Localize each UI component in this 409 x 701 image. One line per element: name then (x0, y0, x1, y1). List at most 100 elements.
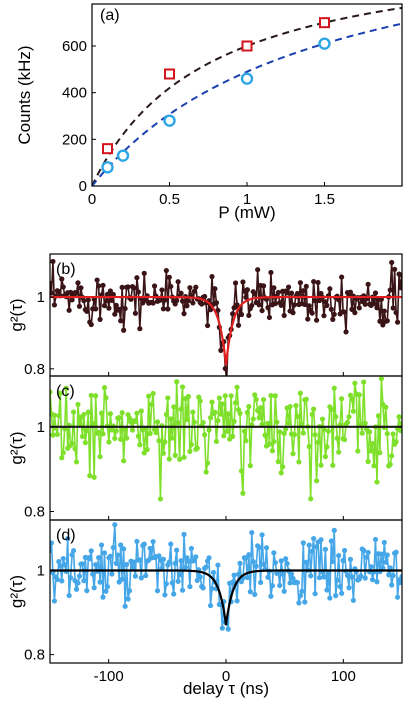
panel-d-data-point (101, 550, 108, 556)
panel-b-data-point (101, 303, 108, 309)
panel-d-data-point (56, 559, 62, 565)
panel-c-data-point (272, 393, 278, 399)
panel-d-data-point (252, 591, 258, 598)
panel-b-data-point (76, 303, 83, 309)
panel-c-data-point (200, 420, 206, 426)
panel-d-data-point (327, 595, 333, 601)
panel-c-data-point (387, 461, 393, 467)
panel-b-data-point (305, 316, 311, 322)
panel-c-data-point (197, 398, 203, 404)
panel-b-data-point (187, 285, 193, 291)
panel-b-data-point (271, 285, 277, 291)
panel-b-data-point (157, 297, 164, 303)
panel-b-data-point (50, 280, 53, 286)
panel-c-data-point (63, 385, 69, 391)
panel-b-data-point (399, 272, 402, 278)
panel-d-data-point (272, 560, 278, 566)
panel-d-data-point (260, 561, 267, 567)
panel-c-data-point (361, 379, 367, 385)
panel-d-data-point (76, 573, 83, 579)
panel-b-data-point (135, 289, 141, 295)
panel-b-data-point (284, 290, 290, 296)
panel-c-data-point (175, 420, 181, 426)
panel-d-data-point (313, 544, 320, 550)
panel-a-ytick-label: 400 (62, 85, 87, 102)
panel-b-data-point (60, 284, 66, 290)
panel-d-data-point (325, 571, 331, 577)
panel-d-data-point (231, 572, 237, 578)
panel-b-fit-line (50, 295, 402, 366)
panel-c-data-point (275, 459, 281, 465)
panel-c-data-point (121, 458, 127, 464)
panel-d-data-point (178, 558, 184, 564)
panel-b-data-point (327, 286, 333, 292)
panel-c-data-point (174, 379, 180, 385)
panel-c-data-point (129, 427, 136, 433)
panel-d-data-point (302, 599, 308, 605)
panel-d-data-point (96, 555, 102, 561)
panel-c-data-point (126, 415, 133, 421)
panel-b-data-point (387, 287, 393, 293)
panel-d-data-point (123, 561, 130, 568)
panel-b-data-point (232, 280, 239, 286)
panel-b-data-point (162, 297, 168, 303)
panel-b-data-point (235, 322, 242, 328)
panel-a-label: (a) (100, 7, 120, 24)
panel-c-data-point (231, 418, 237, 424)
panel-c-data-point (181, 454, 187, 460)
panel-c-data-point (296, 459, 302, 465)
panel-b-data-point (118, 318, 124, 324)
panel-d-data-point (299, 588, 305, 594)
panel-c-data-point (222, 393, 228, 399)
panel-c-data-point (319, 416, 326, 422)
panel-b-data-point (259, 307, 265, 314)
panel-c-data-point (328, 406, 334, 413)
panel-c-data-point (374, 479, 380, 485)
panel-b-data-point (272, 300, 278, 307)
panel-c-data-point (271, 439, 277, 445)
panel-c-data-point (204, 460, 211, 466)
panel-d-data-point (284, 560, 290, 567)
panel-c-data-point (98, 410, 105, 416)
panel-d-data-point (126, 588, 133, 594)
panel-d-data-point (91, 585, 97, 591)
panel-d-data-point (50, 547, 53, 554)
panel-b-data-point (168, 283, 174, 290)
panel-c-data-point (383, 404, 389, 410)
panel-b-data-point (179, 298, 186, 304)
panel-d-data-point (278, 558, 284, 564)
panel-c-y-axis-label: g²(τ) (7, 431, 26, 464)
panel-d-data-point (374, 579, 380, 585)
panel-c-data-point (341, 436, 348, 443)
panel-d-data-point (209, 585, 215, 592)
panel-c-data-point (146, 393, 152, 399)
panel-d-data-point (73, 586, 80, 592)
panel-c-data-point (50, 389, 53, 395)
panel-d-data-point (110, 544, 116, 551)
panel-d-data-point (300, 540, 306, 546)
panel-c-data-point (97, 454, 103, 460)
panel-d-data-point (119, 576, 125, 582)
panel-d-data-point (54, 576, 60, 582)
panel-c-data-point (311, 406, 317, 412)
panel-d-data-point (297, 593, 303, 599)
panel-c-data-point (221, 433, 227, 439)
panel-d-data-point (172, 560, 178, 566)
panel-c-data-point (322, 454, 329, 460)
panel-d-data-point (87, 556, 93, 562)
panel-b-data-point (372, 290, 379, 296)
panel-c-data-point (141, 450, 147, 456)
panel-d-data-point (288, 571, 295, 577)
panel-d-data-point (203, 564, 209, 570)
panel-c-data-point (232, 400, 239, 406)
panel-d-data-point (235, 571, 242, 577)
panel-b-data-point (315, 279, 321, 286)
panel-b-data-point (107, 288, 113, 294)
panel-c-data-point (312, 432, 318, 438)
panel-c-data-point (107, 411, 113, 417)
panel-d-data-point (175, 578, 181, 584)
panel-c-data-point (291, 431, 298, 438)
panel-d-data-point (81, 578, 87, 584)
panel-c-data-point (278, 470, 284, 476)
panel-d-data-point (84, 588, 90, 594)
